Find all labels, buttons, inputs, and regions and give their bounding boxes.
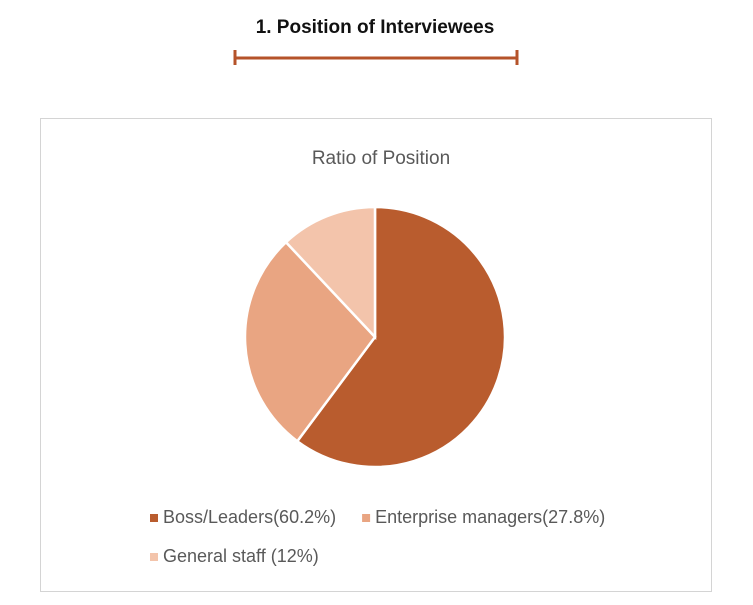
pie (243, 205, 507, 469)
legend-label: Enterprise managers(27.8%) (375, 507, 605, 527)
legend-swatch (150, 553, 158, 561)
heading-underline (233, 50, 519, 65)
pie-slice (295, 205, 507, 469)
pie-slice (284, 205, 377, 341)
chart-title: Ratio of Position (312, 148, 450, 169)
legend-label: Boss/Leaders(60.2%) (163, 507, 336, 527)
legend: Boss/Leaders(60.2%) Enterprise managers(2… (150, 507, 605, 566)
page-heading: 1. Position of Interviewees (256, 17, 495, 38)
legend-swatch (150, 514, 158, 522)
legend-label: General staff (12%) (163, 546, 319, 566)
legend-swatch (362, 514, 371, 522)
pie-slice (243, 240, 377, 443)
